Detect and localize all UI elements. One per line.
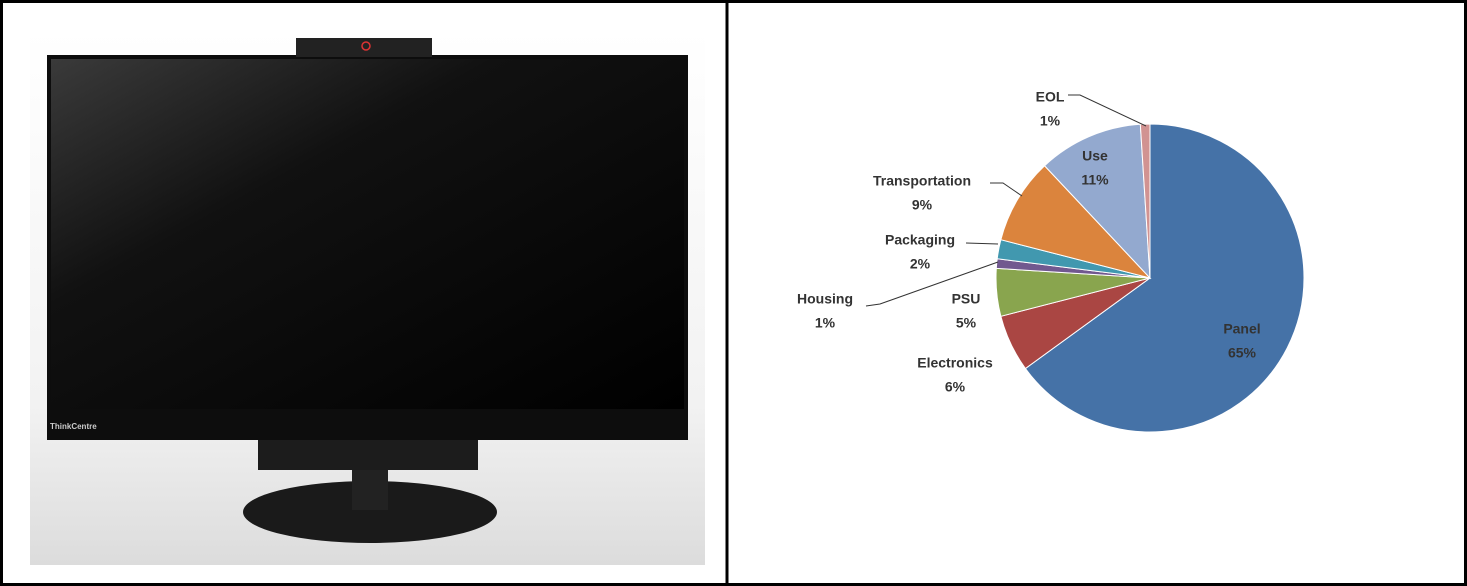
slice-value-label: 2% xyxy=(910,256,931,272)
slice-value-label: 11% xyxy=(1081,172,1109,188)
stand-neck xyxy=(352,465,388,510)
leader-line xyxy=(1068,94,1147,127)
leader-line xyxy=(865,261,999,307)
slice-value-label: 1% xyxy=(1040,113,1061,129)
pie-chart: Panel 65% Electronics 6% PSU 5% Housing 1% Packa… xyxy=(797,89,1305,433)
slice-name-label: Use xyxy=(1082,148,1108,164)
speaker-bar xyxy=(258,440,478,470)
pie-slice xyxy=(1139,123,1151,279)
pie-slice xyxy=(1043,123,1151,280)
leader-line xyxy=(965,242,999,245)
slice-value-label: 1% xyxy=(815,315,836,331)
slice-value-label: 65% xyxy=(1228,345,1257,361)
slice-name-label: EOL xyxy=(1036,89,1065,105)
monitor-photo: ThinkCentre xyxy=(30,30,705,565)
webcam xyxy=(296,38,432,57)
slice-value-label: 5% xyxy=(956,315,977,331)
slice-value-label: 9% xyxy=(912,197,933,213)
stand-base xyxy=(243,481,497,543)
screen-panel xyxy=(51,59,684,409)
slice-name-label: Packaging xyxy=(885,232,955,248)
slice-name-label: Transportation xyxy=(873,173,971,189)
leader-line xyxy=(990,182,1023,197)
slice-name-label: Electronics xyxy=(917,355,993,371)
pie-slice xyxy=(1000,165,1152,279)
slice-name-label: Housing xyxy=(797,291,853,307)
brand-label: ThinkCentre xyxy=(50,422,97,431)
slice-name-label: Panel xyxy=(1223,321,1260,337)
slice-value-label: 6% xyxy=(945,379,966,395)
pie-slice xyxy=(1024,123,1305,433)
slice-name-label: PSU xyxy=(952,291,981,307)
webcam-lens xyxy=(361,41,371,51)
